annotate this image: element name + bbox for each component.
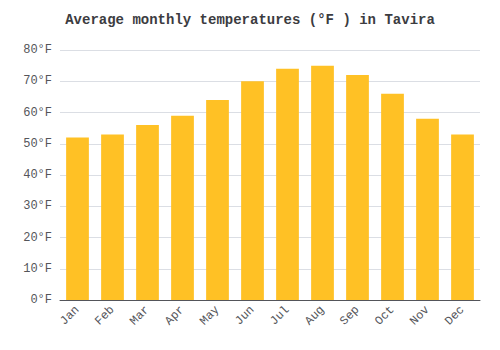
svg-text:60°F: 60°F [23, 106, 52, 120]
svg-text:40°F: 40°F [23, 168, 52, 182]
svg-text:Oct: Oct [372, 303, 397, 328]
svg-text:Average monthly temperatures (: Average monthly temperatures (°F ) in Ta… [65, 12, 435, 28]
svg-text:70°F: 70°F [23, 74, 52, 88]
svg-text:May: May [197, 303, 222, 328]
svg-text:10°F: 10°F [23, 262, 52, 276]
svg-text:Sep: Sep [337, 303, 362, 328]
svg-text:Jan: Jan [57, 303, 82, 328]
svg-text:Dec: Dec [442, 303, 467, 328]
svg-text:Feb: Feb [92, 303, 117, 328]
svg-text:30°F: 30°F [23, 199, 52, 213]
svg-text:0°F: 0°F [30, 293, 52, 307]
svg-text:20°F: 20°F [23, 231, 52, 245]
svg-text:Apr: Apr [162, 303, 187, 328]
svg-text:Nov: Nov [407, 303, 432, 328]
svg-text:80°F: 80°F [23, 43, 52, 57]
svg-text:Mar: Mar [127, 303, 152, 328]
svg-text:Jul: Jul [267, 303, 292, 328]
svg-text:Aug: Aug [302, 303, 327, 328]
svg-text:Jun: Jun [232, 303, 257, 328]
svg-text:50°F: 50°F [23, 137, 52, 151]
